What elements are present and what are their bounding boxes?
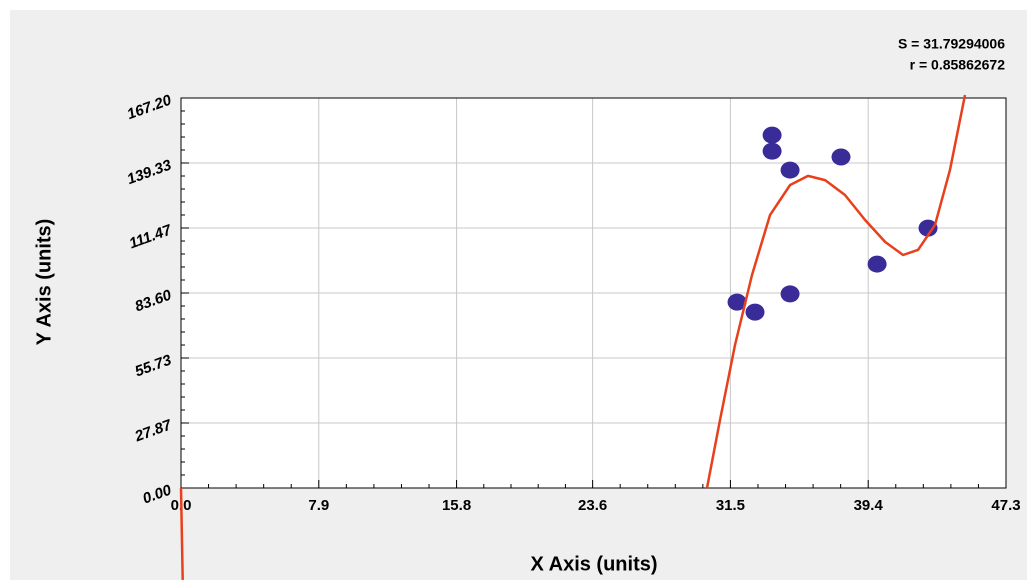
annotation: S = 31.79294006 <box>898 36 1005 52</box>
data-point <box>867 255 887 273</box>
data-point <box>831 148 851 166</box>
data-point <box>918 219 938 237</box>
fit-curve <box>179 94 967 580</box>
x-axis-title: X Axis (units) <box>530 553 657 575</box>
annotation: r = 0.85862672 <box>910 57 1006 73</box>
plot-border <box>180 97 1007 489</box>
data-point <box>762 142 782 160</box>
x-tick-label: 47.3 <box>991 497 1020 514</box>
x-tick-label: 31.5 <box>716 497 745 514</box>
data-point <box>745 303 765 321</box>
data-point <box>727 293 747 311</box>
x-tick-label: 7.9 <box>308 497 329 514</box>
data-point <box>762 126 782 144</box>
y-axis-title: Y Axis (units) <box>33 219 55 346</box>
data-point <box>780 161 800 179</box>
data-point <box>780 285 800 303</box>
x-tick-label: 39.4 <box>854 497 884 514</box>
x-tick-label: 15.8 <box>442 497 471 514</box>
x-tick-label: 23.6 <box>578 497 607 514</box>
